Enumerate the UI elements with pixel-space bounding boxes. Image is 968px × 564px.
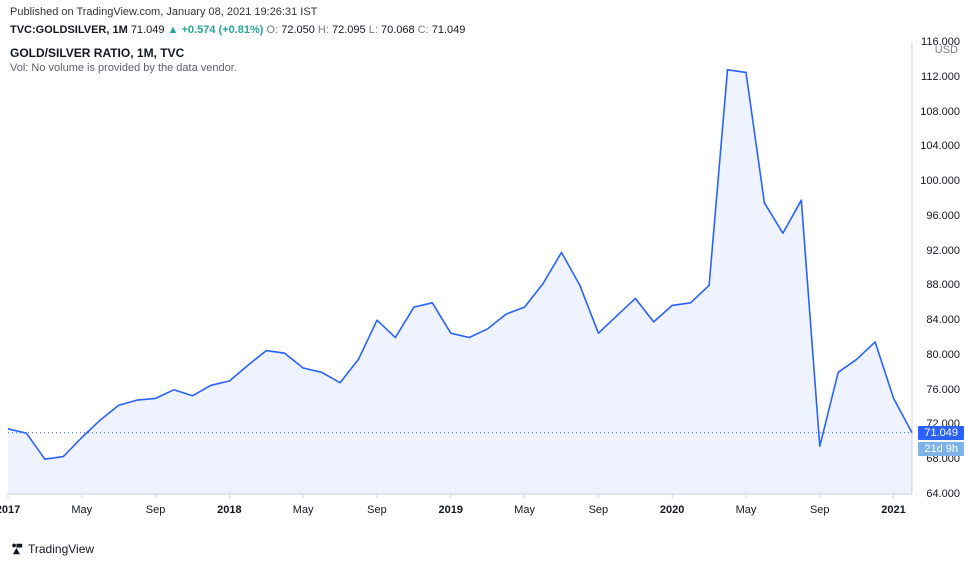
h-value: 72.095 bbox=[332, 24, 366, 36]
c-value: 71.049 bbox=[432, 24, 466, 36]
x-tick-label: Sep bbox=[810, 504, 830, 516]
countdown-tag: 21d 9h bbox=[918, 442, 964, 456]
brand-name: TradingView bbox=[28, 542, 94, 556]
up-arrow-icon: ▲ bbox=[168, 24, 179, 36]
chart-subtitle: Vol: No volume is provided by the data v… bbox=[10, 62, 237, 74]
chart-title: GOLD/SILVER RATIO, 1M, TVC bbox=[10, 46, 184, 60]
y-tick-label: 100.000 bbox=[920, 175, 960, 187]
x-tick-label: Sep bbox=[589, 504, 609, 516]
y-tick-label: 96.000 bbox=[926, 210, 960, 222]
published-line: Published on TradingView.com, January 08… bbox=[0, 0, 968, 22]
x-tick-label: May bbox=[514, 504, 535, 516]
y-tick-label: 76.000 bbox=[926, 384, 960, 396]
c-label: C: bbox=[418, 24, 429, 36]
chart-svg bbox=[0, 42, 968, 522]
y-tick-label: 104.000 bbox=[920, 140, 960, 152]
x-tick-label: 2019 bbox=[439, 504, 463, 516]
y-tick-label: 84.000 bbox=[926, 314, 960, 326]
o-label: O: bbox=[267, 24, 279, 36]
y-tick-label: 92.000 bbox=[926, 245, 960, 257]
x-tick-label: 2018 bbox=[217, 504, 241, 516]
tradingview-logo-icon bbox=[10, 542, 24, 556]
ticker-bar: TVC:GOLDSILVER, 1M 71.049 ▲ +0.574 (+0.8… bbox=[0, 22, 968, 42]
l-label: L: bbox=[369, 24, 378, 36]
y-tick-label: 108.000 bbox=[920, 106, 960, 118]
h-label: H: bbox=[318, 24, 329, 36]
y-tick-label: 112.000 bbox=[921, 71, 960, 83]
y-tick-label: 64.000 bbox=[926, 488, 960, 500]
x-tick-label: May bbox=[736, 504, 757, 516]
o-value: 72.050 bbox=[281, 24, 315, 36]
ticker-change-pct: (+0.81%) bbox=[219, 24, 264, 36]
ticker-symbol: TVC:GOLDSILVER, 1M bbox=[10, 24, 128, 36]
l-value: 70.068 bbox=[381, 24, 415, 36]
x-tick-label: 2017 bbox=[0, 504, 20, 516]
chart-area[interactable]: GOLD/SILVER RATIO, 1M, TVC Vol: No volum… bbox=[0, 42, 968, 522]
last-price-tag: 71.049 bbox=[918, 426, 964, 440]
ticker-last: 71.049 bbox=[131, 24, 165, 36]
y-axis-unit: USD bbox=[935, 44, 958, 56]
x-tick-label: Sep bbox=[146, 504, 166, 516]
y-tick-label: 80.000 bbox=[926, 349, 960, 361]
x-tick-label: Sep bbox=[367, 504, 387, 516]
brand-footer[interactable]: TradingView bbox=[10, 542, 94, 556]
x-tick-label: May bbox=[71, 504, 92, 516]
ticker-change: +0.574 bbox=[181, 24, 215, 36]
x-tick-label: May bbox=[293, 504, 314, 516]
x-tick-label: 2020 bbox=[660, 504, 684, 516]
x-tick-label: 2021 bbox=[881, 504, 905, 516]
y-tick-label: 88.000 bbox=[926, 279, 960, 291]
